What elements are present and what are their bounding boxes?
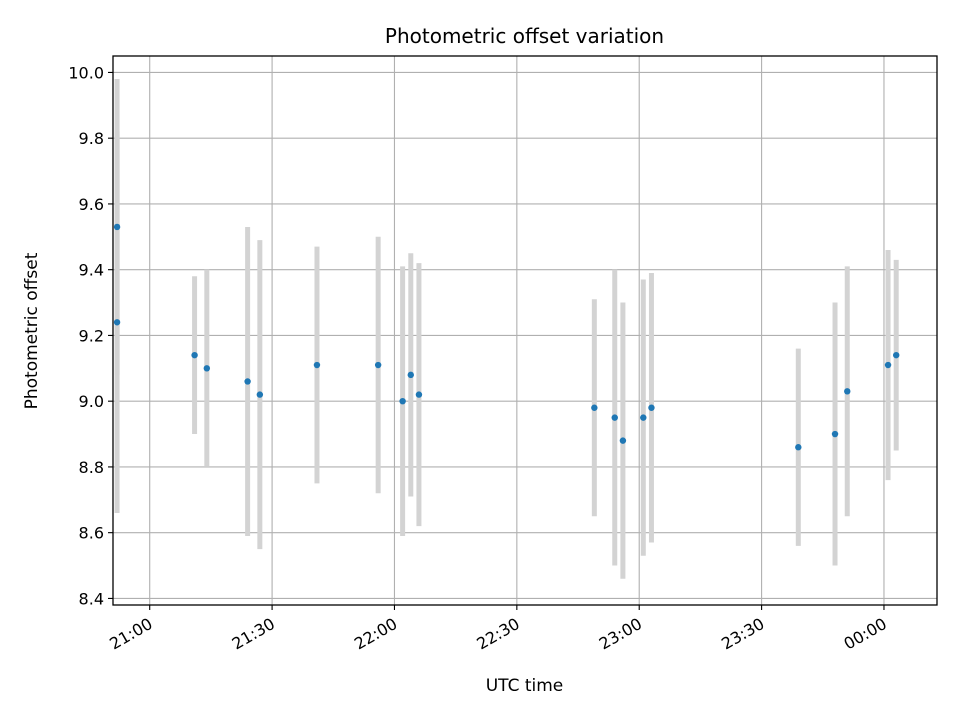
data-point bbox=[374, 361, 382, 369]
data-point bbox=[640, 414, 647, 421]
data-point bbox=[203, 365, 211, 372]
y-tick-label: 9.2 bbox=[79, 326, 104, 345]
y-tick-label: 8.4 bbox=[79, 589, 104, 608]
data-point bbox=[244, 378, 251, 385]
chart-title: Photometric offset variation bbox=[385, 24, 664, 48]
data-point bbox=[884, 361, 892, 369]
data-points bbox=[113, 223, 900, 451]
y-tick-label: 9.8 bbox=[79, 129, 104, 148]
data-point bbox=[399, 397, 406, 405]
data-point bbox=[313, 361, 321, 369]
data-point bbox=[191, 351, 198, 359]
y-tick-label: 9.4 bbox=[79, 261, 104, 280]
data-point bbox=[113, 319, 121, 326]
data-point bbox=[113, 223, 121, 231]
data-point bbox=[844, 388, 851, 395]
data-point bbox=[591, 404, 598, 411]
data-point bbox=[611, 414, 618, 421]
data-point bbox=[893, 351, 900, 359]
y-axis-title: Photometric offset bbox=[22, 252, 42, 409]
data-point bbox=[407, 371, 414, 379]
y-axis-ticks: 8.4 8.6 8.8 9.0 9.2 9.4 9.6 9.8 10.0 bbox=[68, 63, 113, 608]
data-point bbox=[831, 430, 839, 438]
x-axis-title: UTC time bbox=[486, 676, 564, 696]
y-tick-label: 8.6 bbox=[79, 524, 104, 543]
data-point bbox=[648, 404, 655, 411]
data-point bbox=[415, 391, 423, 398]
data-point bbox=[256, 391, 264, 398]
data-point bbox=[795, 444, 802, 451]
y-tick-label: 9.0 bbox=[79, 392, 104, 411]
data-point bbox=[619, 437, 627, 444]
y-tick-label: 9.6 bbox=[79, 195, 104, 214]
plot-area-frame bbox=[112, 55, 938, 606]
y-tick-label: 8.8 bbox=[79, 458, 104, 477]
y-tick-label: 10.0 bbox=[68, 63, 104, 82]
grid-lines bbox=[113, 56, 937, 605]
